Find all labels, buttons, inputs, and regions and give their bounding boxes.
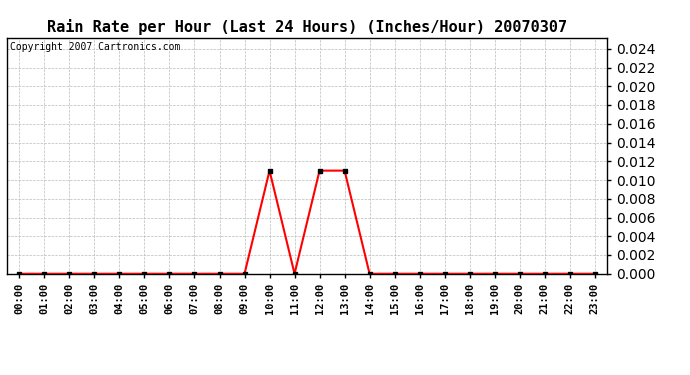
Title: Rain Rate per Hour (Last 24 Hours) (Inches/Hour) 20070307: Rain Rate per Hour (Last 24 Hours) (Inch… [47,19,567,35]
Text: Copyright 2007 Cartronics.com: Copyright 2007 Cartronics.com [10,42,180,52]
